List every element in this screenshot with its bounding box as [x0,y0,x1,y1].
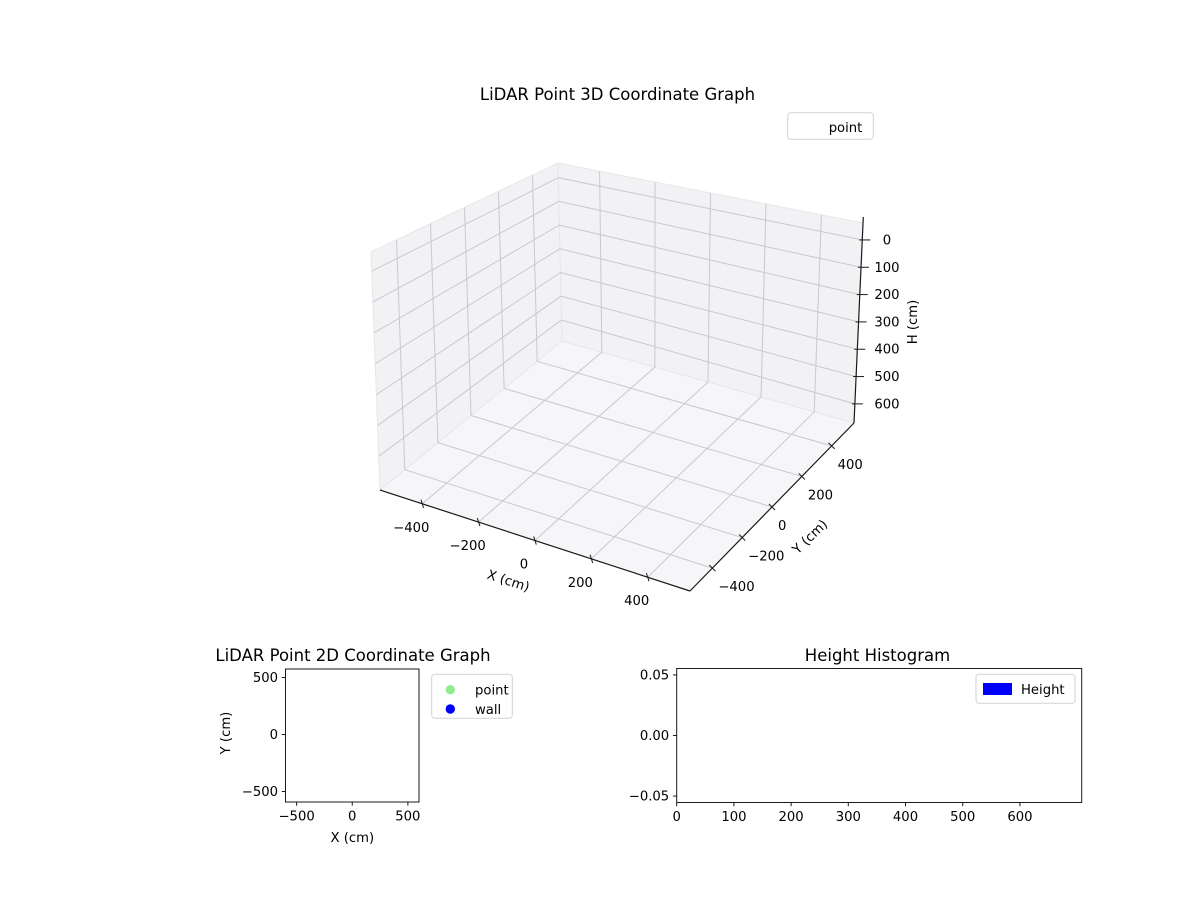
wall-y-gridline [532,175,538,362]
y-tick [798,473,806,480]
tick-labels-3d: −400 −200 0 200 400 −400 −200 0 200 400 0 100 200 300… [393,233,899,609]
wall-y-gridline [430,223,439,443]
plot2d-axes: −500 0 500 −500 0 500 [242,668,421,825]
z-tick-label: 600 [874,397,899,412]
x-tick-label: 200 [779,810,804,825]
wall-y-gridline [498,191,505,389]
x-tick [645,572,650,582]
y-tick-label: 0 [778,519,786,534]
y-tick-label: −0.05 [629,790,669,805]
z-gridline [377,295,857,426]
z-tick-label: 500 [874,370,899,385]
plot3d-legend: point [787,112,874,140]
z-tick-label: 100 [874,261,899,276]
histogram-legend-label: Height [1021,683,1065,698]
x-tick [476,517,481,527]
y-tick-label: 0.00 [640,729,669,744]
y-tick-label: 500 [253,671,278,686]
wall-x-gridline [599,171,603,353]
x-tick [589,554,594,564]
wall-x-gridline [760,203,767,397]
y-tick [768,503,776,511]
histogram-title: Height Histogram [805,646,950,665]
plot3d-legend-label: point [829,121,863,136]
floor-y-gridline [470,415,773,508]
plot2d-legend-wall-label: wall [475,703,501,718]
plot2d-xaxis-label: X (cm) [330,831,374,846]
height-swatch-icon [983,683,1012,695]
plot2d-spines [285,668,420,803]
plot2d-yaxis-label: Y (cm) [219,712,234,756]
z-gridline [371,177,863,272]
y-tick [708,564,716,572]
plot2d-ticks [281,677,409,806]
y-tick-label: 0 [270,728,278,743]
grid-3d [371,171,863,578]
x-tick [420,499,425,509]
x-tick-label: 400 [893,810,918,825]
floor-y-gridline [537,360,832,447]
plot3d-legend-box [787,112,874,140]
z-tick-label: 400 [874,343,899,358]
y-tick-label: −400 [718,580,754,595]
point-marker-icon [445,685,455,695]
histogram-tick-labels: 0 100 200 300 400 500 600 −0.05 0.00 0.05 [629,669,1033,825]
wall-x-gridline [707,192,711,383]
z-axis-line [853,216,864,424]
ticks-3d [420,239,871,582]
y-tick-label: −200 [748,550,784,565]
plot2d-title: LiDAR Point 2D Coordinate Graph [215,646,490,665]
x-tick-label: −200 [450,539,486,554]
z-tick-label: 300 [874,315,899,330]
x-tick-label: 400 [624,594,649,609]
z-gridline [374,248,859,365]
plot3d-yaxis-label: Y (cm) [789,517,831,558]
histogram-axes: 0 100 200 300 400 500 600 −0.05 0.00 0.05 [629,668,1083,825]
x-tick-label: 100 [721,810,746,825]
z-tick-label: 0 [883,233,891,248]
y-tick-label: 400 [838,458,863,473]
histogram-ticks [673,674,1021,807]
x-tick-label: 600 [1007,810,1032,825]
y-tick-label: 0.05 [640,669,669,684]
floor-y-gridline [503,387,802,477]
x-tick-label: −400 [393,521,429,536]
wall-y-gridline [464,207,472,416]
z-gridline [372,200,862,303]
z-tick-label: 200 [874,288,899,303]
x-tick [533,536,537,545]
wall-x-gridline [813,214,822,412]
z-gridline [378,319,856,457]
plot2d-tick-labels: −500 0 500 −500 0 500 [242,671,421,824]
plot2d-legend: point wall [431,673,513,719]
floor-y-gridline [437,442,743,539]
x-tick-label: 0 [348,810,356,825]
z-gridline [373,224,860,334]
floor-y-gridline [404,469,713,569]
y-tick-label: 200 [808,488,833,503]
plot2d-legend-point-label: point [475,684,509,699]
x-tick-label: 500 [395,810,420,825]
z-gridline [376,271,858,396]
x-tick-label: 0 [520,558,528,573]
plot3d-title: LiDAR Point 3D Coordinate Graph [480,85,755,104]
x-tick-label: 300 [836,810,861,825]
plot3d-axes: −400 −200 0 200 400 −400 −200 0 200 400 0 100 200 300… [370,162,900,609]
wall-marker-icon [445,704,455,714]
plot3d-zaxis-label: H (cm) [906,300,921,345]
y-tick-label: −500 [242,785,278,800]
wall-y-gridline [396,239,406,470]
y-tick [738,534,746,541]
x-tick-label: 0 [673,810,681,825]
histogram-legend-box [975,673,1076,704]
y-tick [828,442,836,450]
x-tick-label: 500 [950,810,975,825]
x-tick-label: −500 [279,810,315,825]
histogram-legend: Height [975,673,1076,704]
x-tick-label: 200 [568,576,593,591]
